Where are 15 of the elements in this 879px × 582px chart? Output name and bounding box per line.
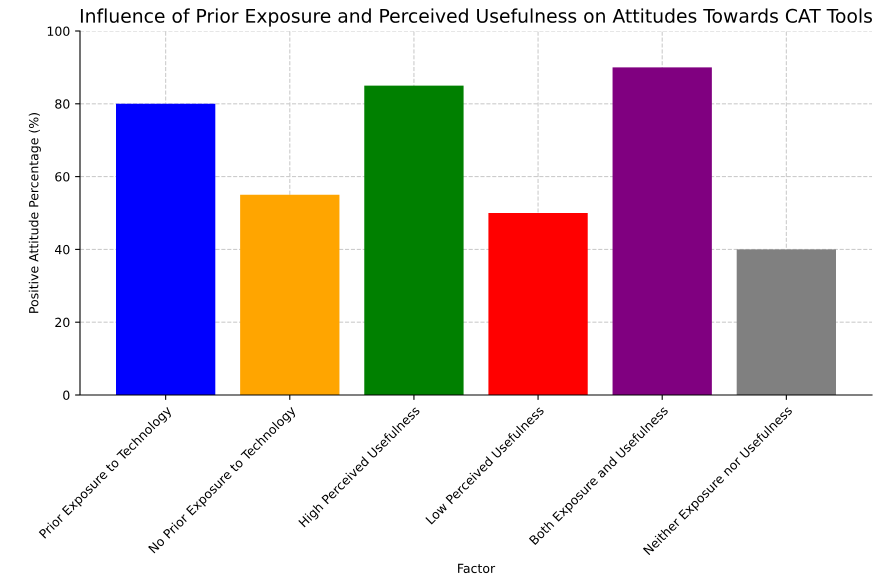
bar [612, 67, 712, 395]
chart-title: Influence of Prior Exposure and Perceived Usefulness on Attitudes Towards CAT Tools [80, 8, 872, 27]
y-tick-label: 80 [55, 99, 70, 109]
y-tick-label: 0 [63, 390, 70, 400]
y-tick-label: 60 [55, 172, 70, 182]
x-axis-title: Factor [458, 564, 496, 574]
y-tick-label: 20 [55, 318, 70, 328]
bar [364, 86, 464, 395]
bar [736, 249, 836, 395]
y-tick-label: 100 [48, 26, 70, 36]
bar [240, 194, 340, 395]
bar [116, 104, 216, 395]
y-axis-title: Positive Attitude Percentage (%) [28, 113, 41, 313]
y-tick-label: 40 [54, 244, 70, 254]
bar [488, 213, 588, 395]
